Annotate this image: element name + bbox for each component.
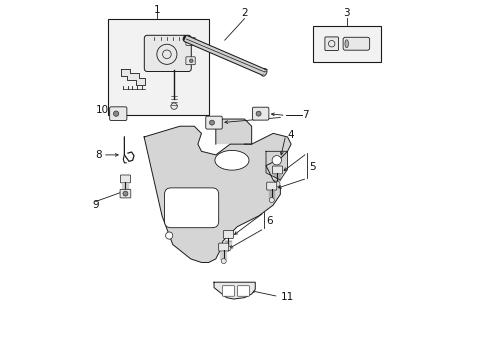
Circle shape — [122, 190, 128, 195]
Circle shape — [122, 191, 128, 196]
Circle shape — [205, 46, 210, 50]
Circle shape — [274, 181, 280, 186]
FancyBboxPatch shape — [164, 188, 218, 228]
FancyBboxPatch shape — [109, 107, 126, 121]
Circle shape — [271, 156, 281, 165]
Ellipse shape — [214, 150, 248, 170]
Polygon shape — [214, 282, 255, 299]
Text: 4: 4 — [287, 130, 294, 140]
Ellipse shape — [344, 40, 348, 48]
FancyBboxPatch shape — [120, 189, 131, 198]
Circle shape — [221, 258, 226, 264]
Polygon shape — [144, 126, 290, 262]
FancyBboxPatch shape — [252, 107, 268, 120]
FancyBboxPatch shape — [144, 35, 191, 72]
Circle shape — [113, 111, 119, 116]
Text: 10: 10 — [96, 105, 108, 115]
FancyBboxPatch shape — [222, 286, 234, 296]
Text: 2: 2 — [241, 8, 247, 18]
FancyBboxPatch shape — [324, 37, 338, 50]
Circle shape — [250, 65, 254, 69]
Circle shape — [225, 246, 230, 251]
Circle shape — [195, 41, 199, 46]
Ellipse shape — [183, 35, 187, 41]
FancyBboxPatch shape — [343, 37, 369, 50]
Text: 3: 3 — [343, 8, 349, 18]
Text: 9: 9 — [92, 200, 99, 210]
Polygon shape — [121, 69, 144, 85]
Text: 11: 11 — [280, 292, 293, 302]
Text: 1: 1 — [153, 5, 160, 15]
FancyBboxPatch shape — [237, 286, 249, 296]
Ellipse shape — [261, 69, 266, 76]
FancyBboxPatch shape — [185, 57, 195, 65]
Circle shape — [209, 120, 214, 125]
FancyBboxPatch shape — [272, 166, 282, 174]
Polygon shape — [215, 119, 251, 144]
FancyBboxPatch shape — [185, 37, 195, 45]
Circle shape — [165, 232, 172, 239]
Bar — [108, 19, 208, 116]
Text: 6: 6 — [265, 216, 272, 226]
Circle shape — [228, 55, 232, 60]
Circle shape — [239, 60, 243, 65]
FancyBboxPatch shape — [218, 243, 228, 251]
Circle shape — [189, 40, 193, 43]
Polygon shape — [265, 151, 287, 180]
Circle shape — [170, 103, 177, 109]
Circle shape — [269, 198, 274, 203]
Text: 7: 7 — [301, 111, 308, 121]
Circle shape — [217, 51, 221, 55]
Circle shape — [256, 111, 261, 116]
Text: 5: 5 — [308, 162, 315, 172]
FancyBboxPatch shape — [120, 175, 130, 183]
FancyBboxPatch shape — [223, 230, 233, 238]
FancyBboxPatch shape — [266, 182, 276, 190]
Circle shape — [189, 59, 193, 63]
Text: 8: 8 — [96, 150, 102, 160]
FancyBboxPatch shape — [205, 116, 222, 129]
Bar — [312, 26, 380, 62]
